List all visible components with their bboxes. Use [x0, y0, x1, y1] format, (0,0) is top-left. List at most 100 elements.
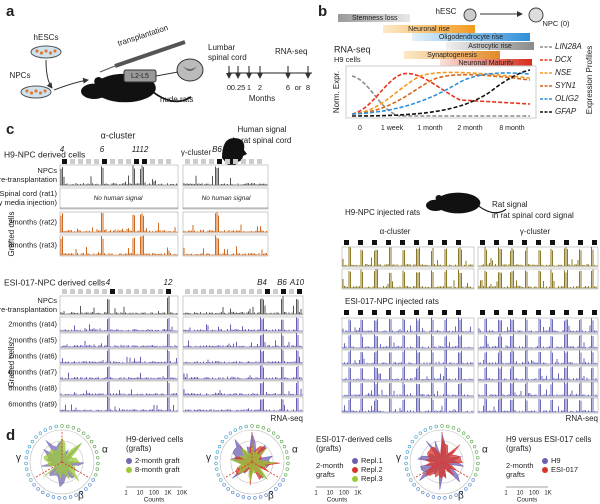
- label: 6: [286, 83, 290, 92]
- locus-dot: [84, 487, 88, 491]
- locus-dot: [461, 431, 466, 435]
- locus-dot: [25, 467, 29, 471]
- locus-dot: [472, 444, 477, 449]
- expr-curve: [351, 72, 531, 115]
- locus-dot: [285, 467, 289, 471]
- label: 100: [339, 491, 350, 497]
- radar-area: [43, 437, 82, 482]
- panel-label: b: [318, 3, 327, 20]
- locus-square: [442, 310, 447, 315]
- label: Counts: [327, 497, 348, 504]
- label: γ: [396, 453, 401, 464]
- locus-square: [241, 289, 246, 294]
- locus-dot: [71, 426, 76, 430]
- locus-dot: [34, 435, 38, 439]
- locus-square: [414, 310, 419, 315]
- locus-dot: [26, 473, 31, 477]
- locus-square: [564, 240, 569, 245]
- locus-dot: [473, 473, 478, 477]
- locus-square: [400, 310, 405, 315]
- locus-dot: [286, 455, 290, 460]
- label: 2months (rat2): [8, 217, 57, 226]
- locus-square: [166, 159, 171, 164]
- arrow: [45, 59, 53, 89]
- label: (grafts): [126, 444, 152, 453]
- label: 2 month: [457, 125, 482, 132]
- label: α: [482, 445, 488, 456]
- locus-square: [456, 310, 461, 315]
- label: H9-NPC derived cells: [4, 149, 85, 159]
- locus-square: [372, 240, 377, 245]
- radar-area: [424, 437, 463, 479]
- locus-square: [428, 240, 433, 245]
- label: 100: [529, 491, 540, 497]
- locus-dot: [93, 473, 98, 477]
- locus-square: [166, 289, 171, 294]
- locus-square: [78, 159, 83, 164]
- locus-square: [225, 289, 230, 294]
- label: Months: [249, 94, 275, 103]
- locus-dot: [231, 490, 235, 495]
- locus-dot: [448, 495, 453, 499]
- label: (grafts): [506, 444, 532, 453]
- locus-square: [578, 310, 583, 315]
- locus-dot: [404, 461, 408, 466]
- legend-dot: [352, 476, 358, 482]
- locus-dot: [77, 428, 81, 432]
- locus-dot: [464, 487, 468, 491]
- label: H9-NPC injected rats: [345, 208, 420, 217]
- locus-dot: [74, 493, 78, 497]
- label: ESI-017-NPC derived cells: [4, 277, 105, 287]
- track-box: [341, 246, 475, 268]
- locus-square: [142, 289, 147, 294]
- locus-square: [134, 289, 139, 294]
- locus-dot: [459, 490, 463, 495]
- label: β: [268, 491, 274, 502]
- label: transplantation: [116, 23, 169, 48]
- label: γ: [16, 453, 21, 464]
- locus-square: [257, 289, 262, 294]
- label: α: [102, 445, 108, 456]
- rat-head: [426, 199, 446, 211]
- locus-square: [414, 240, 419, 245]
- locus-square: [522, 310, 527, 315]
- locus-dot: [405, 450, 410, 454]
- legend-dot: [352, 458, 358, 464]
- label: Oligodendrocyte rise: [439, 34, 503, 41]
- panel-label: d: [6, 427, 15, 444]
- label: Expression Profiles: [585, 46, 594, 114]
- track-box: [182, 364, 304, 381]
- legend-dot: [542, 467, 548, 473]
- label: 4: [60, 145, 65, 154]
- label: γ-cluster: [520, 227, 551, 236]
- cell: [29, 91, 34, 95]
- locus-square: [592, 310, 597, 315]
- locus-square: [217, 289, 222, 294]
- locus-square: [358, 310, 363, 315]
- locus-square: [257, 159, 262, 164]
- locus-square: [480, 240, 485, 245]
- label: 2-month graft: [135, 456, 181, 465]
- label: grafts: [506, 470, 525, 479]
- label: L2-L5: [131, 73, 149, 80]
- label: ESI-017: [551, 465, 578, 474]
- locus-square: [536, 310, 541, 315]
- label: RNA-seq: [271, 414, 303, 423]
- label: 2months (rat6): [8, 351, 57, 360]
- rat-head: [81, 83, 108, 100]
- locus-square: [150, 159, 155, 164]
- expr-curve: [351, 75, 530, 117]
- legend-dot: [542, 458, 548, 464]
- locus-square: [233, 289, 238, 294]
- locus-square: [185, 289, 190, 294]
- locus-square: [273, 289, 278, 294]
- locus-dot: [81, 431, 86, 435]
- locus-dot: [256, 424, 260, 429]
- locus-dot: [88, 483, 92, 487]
- locus-dot: [25, 450, 30, 454]
- locus-dot: [95, 467, 99, 471]
- locus-dot: [216, 473, 221, 477]
- label: NPCs: [10, 71, 31, 80]
- locus-square: [209, 289, 214, 294]
